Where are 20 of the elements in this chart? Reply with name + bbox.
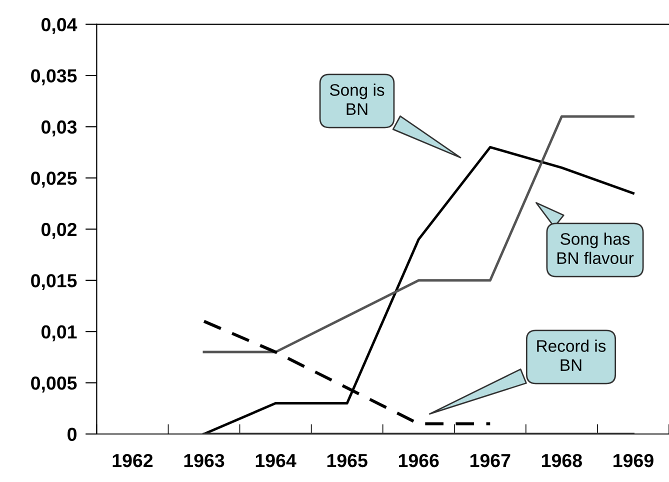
x-tick-label: 1962	[112, 454, 153, 468]
x-tick-label: 1965	[327, 454, 368, 468]
x-tick-label: 1968	[542, 454, 582, 468]
y-tick-label: 0,02	[42, 222, 77, 239]
x-tick-label: 1964	[256, 454, 296, 468]
y-tick-label: 0,035	[31, 69, 77, 86]
y-tick-label: 0,04	[42, 18, 78, 34]
x-tick-label: 1966	[398, 454, 439, 468]
y-tick-label: 0,005	[31, 376, 77, 392]
y-tick-label: 0,03	[42, 120, 77, 136]
x-tick-label: 1963	[184, 454, 224, 468]
annotation: Song is BN	[330, 84, 384, 115]
x-tick-label: 1969	[614, 454, 654, 468]
annotation: Song has BN flavour	[557, 232, 634, 264]
y-tick-label: 0,015	[31, 274, 77, 290]
annotation: Record is BN	[537, 340, 606, 371]
y-tick-label: 0,01	[42, 325, 77, 342]
y-tick-label: 0	[68, 428, 76, 441]
x-tick-label: 1967	[470, 454, 510, 468]
y-tick-label: 0,025	[31, 172, 77, 188]
